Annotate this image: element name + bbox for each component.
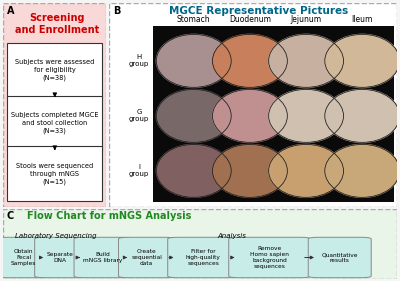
Text: Create
sequential
data: Create sequential data <box>131 249 162 266</box>
FancyBboxPatch shape <box>109 3 397 207</box>
Text: Filter for
high-quality
sequences: Filter for high-quality sequences <box>186 249 220 266</box>
Text: Remove
Homo sapien
background
sequences: Remove Homo sapien background sequences <box>250 246 289 269</box>
Text: Stools were sequenced
through mNGS
(N=15): Stools were sequenced through mNGS (N=15… <box>16 163 94 185</box>
Text: Ileum: Ileum <box>352 15 373 24</box>
Text: A: A <box>7 6 15 16</box>
Circle shape <box>325 34 400 87</box>
FancyBboxPatch shape <box>168 237 238 278</box>
Circle shape <box>269 89 344 142</box>
Text: Build
mNGS library: Build mNGS library <box>83 252 122 263</box>
FancyBboxPatch shape <box>3 3 106 207</box>
FancyBboxPatch shape <box>229 237 311 278</box>
FancyBboxPatch shape <box>7 146 102 201</box>
Circle shape <box>325 89 400 142</box>
Circle shape <box>269 34 344 87</box>
FancyBboxPatch shape <box>74 237 131 278</box>
FancyBboxPatch shape <box>118 237 175 278</box>
Circle shape <box>212 89 287 142</box>
Circle shape <box>156 34 231 87</box>
Circle shape <box>156 89 231 142</box>
FancyBboxPatch shape <box>154 26 394 202</box>
Circle shape <box>325 144 400 197</box>
FancyBboxPatch shape <box>7 42 102 98</box>
Text: Screening
and Enrollment: Screening and Enrollment <box>15 13 99 35</box>
Circle shape <box>212 144 287 197</box>
Text: MGCE Representative Pictures: MGCE Representative Pictures <box>169 6 348 16</box>
Text: Jejunum: Jejunum <box>290 15 322 24</box>
Text: Stomach: Stomach <box>177 15 210 24</box>
FancyBboxPatch shape <box>0 237 49 278</box>
Text: B: B <box>113 6 120 16</box>
Text: I
group: I group <box>129 164 149 177</box>
Text: H
group: H group <box>129 54 149 67</box>
Text: Obtain
Fecal
Samples: Obtain Fecal Samples <box>11 249 36 266</box>
Text: Separate
DNA: Separate DNA <box>46 252 73 263</box>
Circle shape <box>212 34 287 87</box>
Text: Subjects completed MGCE
and stool collection
(N=33): Subjects completed MGCE and stool collec… <box>11 112 98 134</box>
Circle shape <box>269 144 344 197</box>
FancyBboxPatch shape <box>308 237 371 278</box>
Text: Laboratory Sequencing: Laboratory Sequencing <box>15 233 97 239</box>
FancyBboxPatch shape <box>35 237 85 278</box>
Text: Flow Chart for mNGS Analysis: Flow Chart for mNGS Analysis <box>27 211 191 221</box>
Text: Duodenum: Duodenum <box>229 15 271 24</box>
FancyBboxPatch shape <box>7 96 102 151</box>
Circle shape <box>156 144 231 197</box>
Text: G
group: G group <box>129 109 149 123</box>
Text: C: C <box>6 211 14 221</box>
Text: Quantitative
results: Quantitative results <box>322 252 358 263</box>
Text: Subjects were assessed
for eligibility
(N=38): Subjects were assessed for eligibility (… <box>15 59 94 81</box>
FancyBboxPatch shape <box>3 209 397 279</box>
Text: Analysis: Analysis <box>218 233 246 239</box>
